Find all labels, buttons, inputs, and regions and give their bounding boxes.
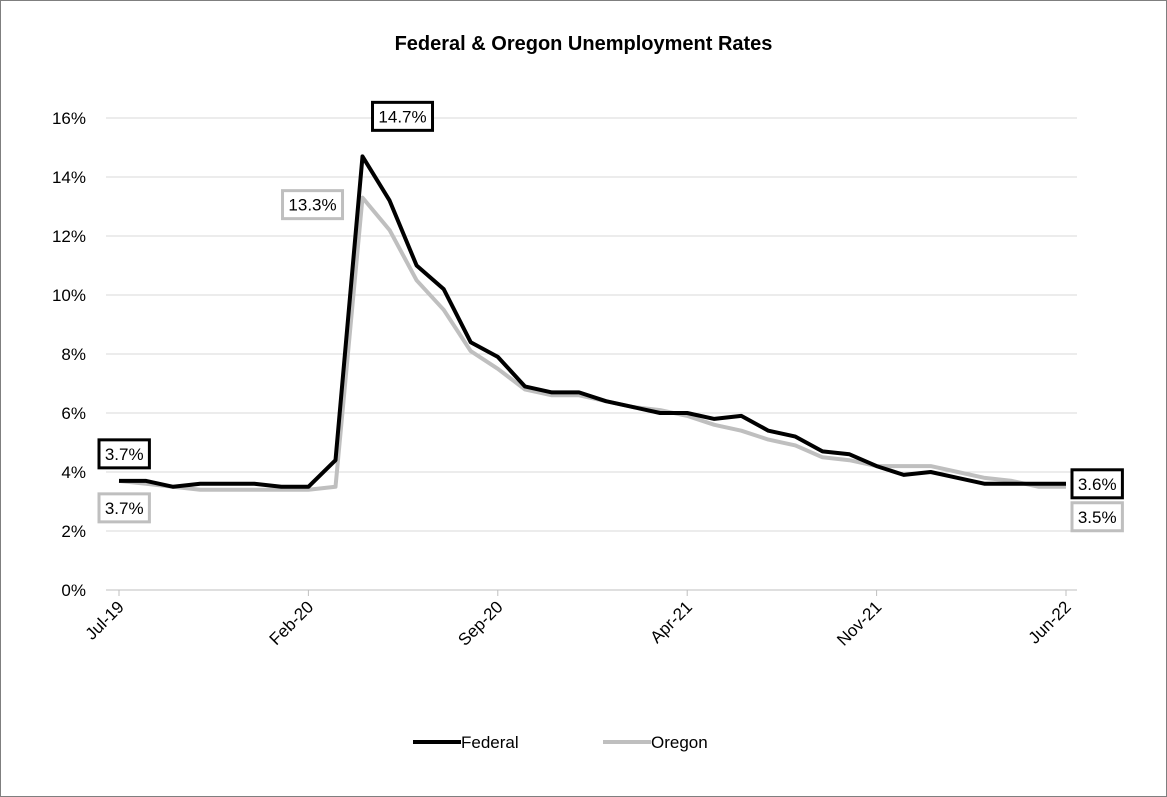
data-label-box-oregon bbox=[281, 189, 345, 221]
chart-title: Federal & Oregon Unemployment Rates bbox=[394, 33, 773, 55]
data-label-federal: 3.7% bbox=[105, 445, 144, 464]
data-label-box-federal bbox=[97, 438, 151, 470]
series-line-federal bbox=[119, 154, 1066, 489]
x-tick-label: Jul-19 bbox=[82, 597, 128, 643]
x-tick-label: Feb-20 bbox=[266, 597, 318, 649]
data-label-federal: 14.7% bbox=[378, 107, 426, 126]
x-tick-label: Jun-22 bbox=[1025, 597, 1075, 647]
data-label-federal: 3.6% bbox=[1078, 475, 1117, 494]
y-tick-label: 6% bbox=[61, 404, 86, 423]
series-line-oregon bbox=[118, 195, 1066, 492]
y-tick-label: 8% bbox=[61, 345, 86, 364]
y-tick-label: 16% bbox=[52, 109, 86, 128]
data-label-oregon: 3.5% bbox=[1078, 508, 1117, 527]
data-label-box-federal bbox=[371, 100, 435, 132]
data-label-oregon: 3.7% bbox=[105, 499, 144, 518]
y-tick-label: 10% bbox=[52, 286, 86, 305]
data-label-box-oregon bbox=[1070, 501, 1124, 533]
x-tick-label: Sep-20 bbox=[454, 597, 506, 649]
data-label-box-oregon bbox=[97, 492, 151, 524]
x-tick-label: Nov-21 bbox=[833, 597, 885, 649]
legend-label-oregon: Oregon bbox=[651, 733, 708, 752]
y-tick-label: 2% bbox=[61, 522, 86, 541]
data-label-oregon: 13.3% bbox=[288, 196, 336, 215]
y-tick-label: 0% bbox=[61, 581, 86, 600]
y-tick-label: 12% bbox=[52, 227, 86, 246]
data-label-box-federal bbox=[1070, 468, 1124, 500]
y-tick-label: 14% bbox=[52, 168, 86, 187]
y-tick-label: 4% bbox=[61, 463, 86, 482]
x-tick-label: Apr-21 bbox=[647, 597, 697, 647]
legend-label-federal: Federal bbox=[461, 733, 519, 752]
